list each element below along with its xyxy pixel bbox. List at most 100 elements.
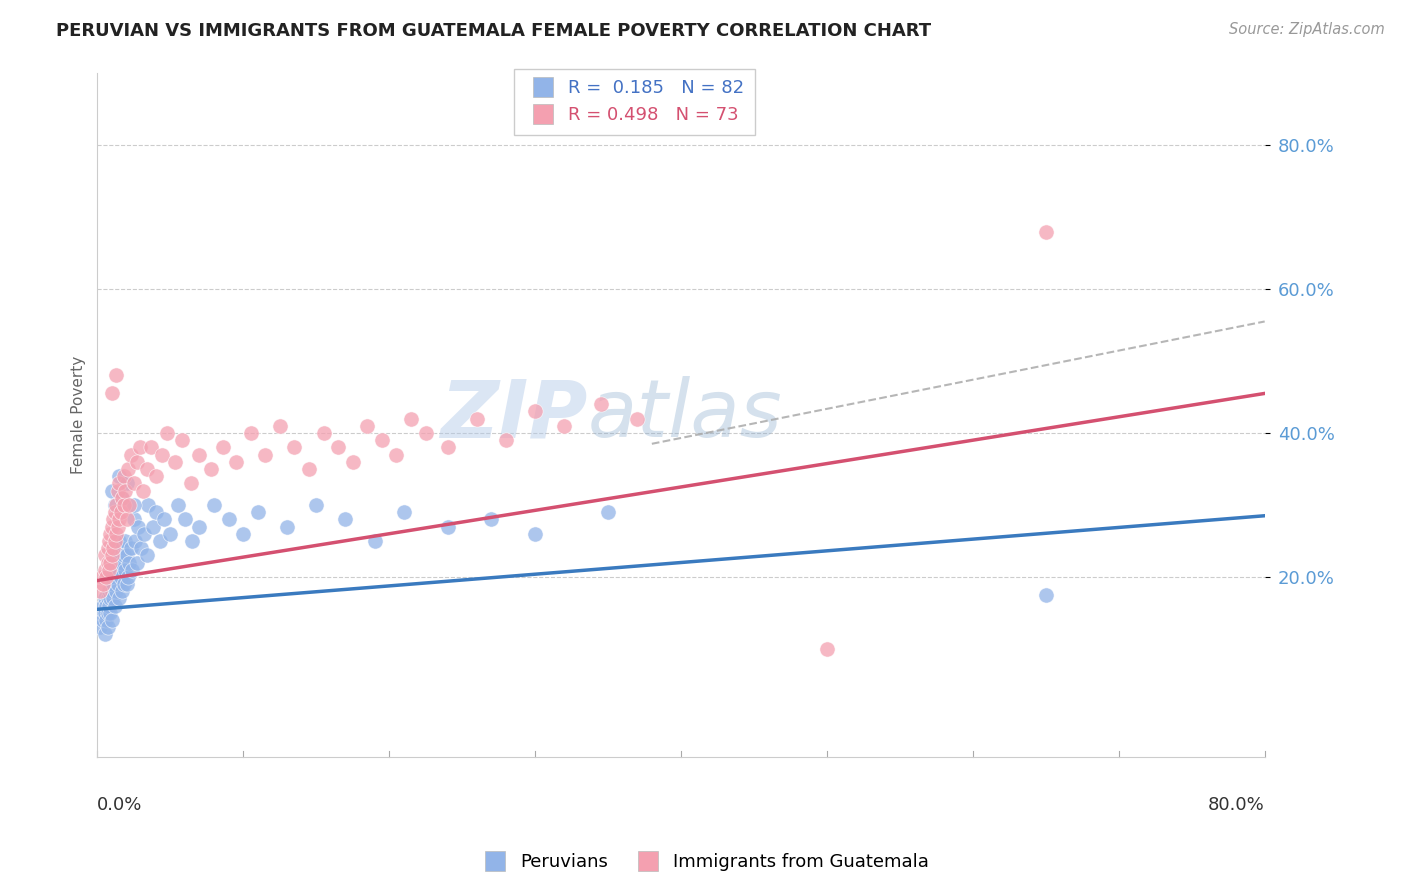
Point [110, 505, 132, 519]
Point [108, 591, 131, 606]
Point [127, 519, 149, 533]
Point [312, 425, 335, 440]
Point [90, 570, 112, 584]
Point [122, 476, 145, 491]
Point [108, 512, 131, 526]
Point [101, 549, 124, 563]
Point [97, 620, 120, 634]
Point [105, 563, 128, 577]
Point [335, 512, 357, 526]
Point [122, 498, 145, 512]
Point [283, 441, 305, 455]
Point [112, 577, 135, 591]
Point [115, 512, 138, 526]
Point [124, 533, 146, 548]
Point [115, 549, 138, 563]
Text: 80.0%: 80.0% [1208, 797, 1264, 814]
Point [114, 483, 136, 498]
Text: ZIP: ZIP [440, 376, 588, 454]
Point [94, 599, 117, 613]
Point [121, 563, 143, 577]
Point [104, 533, 127, 548]
Point [392, 505, 415, 519]
Y-axis label: Female Poverty: Female Poverty [72, 356, 86, 475]
Point [89, 620, 111, 634]
Point [145, 469, 167, 483]
Point [117, 570, 139, 584]
Point [120, 541, 142, 555]
Point [101, 483, 124, 498]
Point [181, 533, 204, 548]
Point [98, 599, 121, 613]
Point [107, 483, 129, 498]
Point [108, 533, 131, 548]
Legend: Peruvians, Immigrants from Guatemala: Peruvians, Immigrants from Guatemala [470, 847, 936, 879]
Point [97, 606, 120, 620]
Point [180, 476, 202, 491]
Point [112, 469, 135, 483]
Point [115, 476, 138, 491]
Point [465, 411, 488, 425]
Point [111, 556, 134, 570]
Text: 0.0%: 0.0% [97, 797, 143, 814]
Point [150, 448, 173, 462]
Point [524, 526, 547, 541]
Point [111, 491, 134, 505]
Point [254, 448, 277, 462]
Point [111, 584, 134, 599]
Point [166, 498, 188, 512]
Point [93, 563, 115, 577]
Point [103, 541, 125, 555]
Point [1035, 225, 1057, 239]
Point [232, 526, 254, 541]
Point [305, 498, 328, 512]
Point [98, 584, 121, 599]
Point [202, 498, 225, 512]
Point [159, 526, 181, 541]
Point [211, 441, 233, 455]
Point [93, 627, 115, 641]
Point [97, 591, 120, 606]
Point [131, 483, 153, 498]
Point [141, 441, 163, 455]
Point [105, 584, 128, 599]
Point [101, 613, 124, 627]
Point [100, 526, 122, 541]
Point [91, 577, 114, 591]
Point [107, 577, 129, 591]
Point [101, 386, 124, 401]
Point [269, 418, 291, 433]
Point [326, 441, 349, 455]
Point [200, 462, 222, 476]
Point [114, 533, 136, 548]
Point [104, 498, 127, 512]
Point [225, 455, 247, 469]
Point [174, 512, 197, 526]
Point [145, 505, 167, 519]
Point [111, 491, 134, 505]
Point [815, 641, 838, 656]
Point [356, 418, 378, 433]
Point [342, 455, 364, 469]
Point [596, 505, 619, 519]
Point [104, 570, 127, 584]
Point [91, 613, 114, 627]
Point [246, 505, 269, 519]
Point [156, 425, 179, 440]
Point [298, 462, 321, 476]
Point [142, 519, 165, 533]
Point [108, 563, 131, 577]
Point [138, 498, 160, 512]
Point [108, 476, 131, 491]
Point [105, 498, 128, 512]
Point [479, 512, 502, 526]
Point [97, 541, 120, 555]
Point [436, 519, 458, 533]
Point [128, 441, 150, 455]
Point [115, 577, 138, 591]
Point [553, 418, 575, 433]
Point [101, 519, 124, 533]
Point [188, 519, 211, 533]
Point [103, 577, 125, 591]
Point [149, 533, 172, 548]
